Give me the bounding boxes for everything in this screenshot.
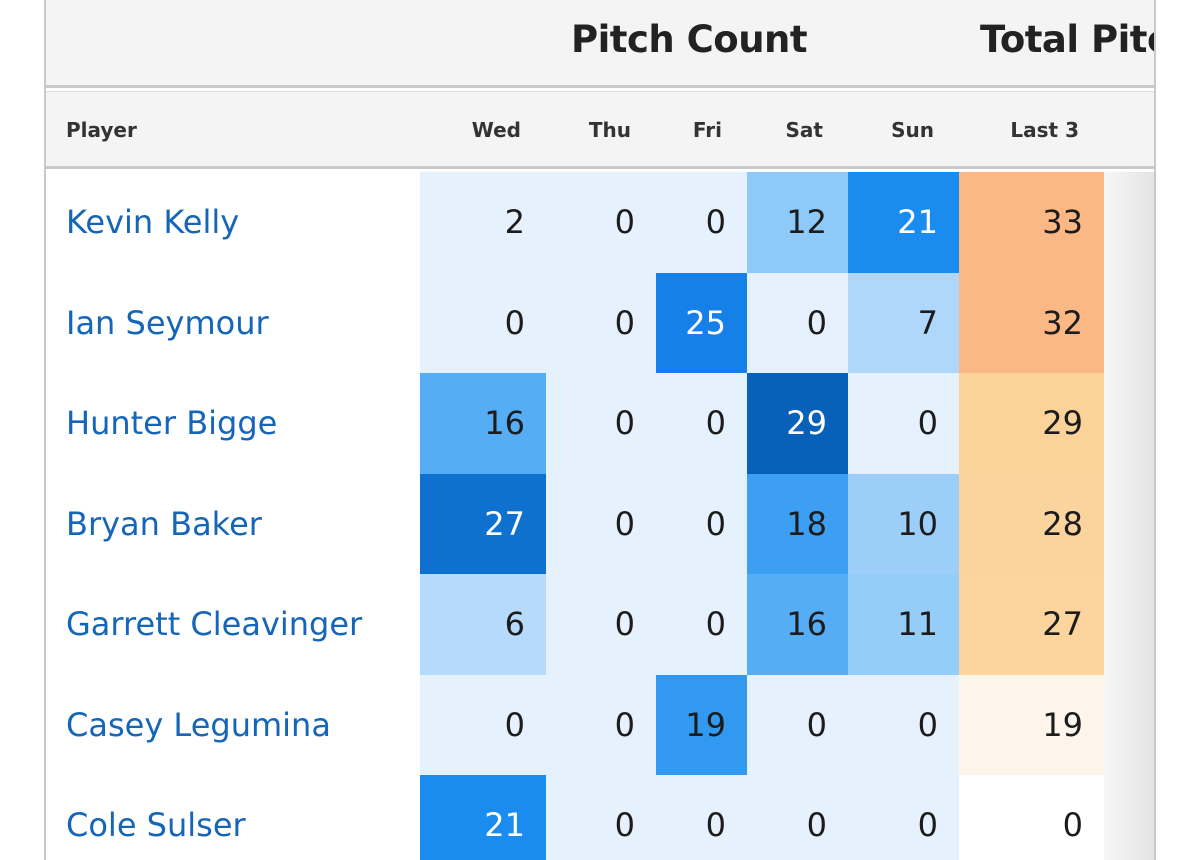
pitch-cell: 2 — [420, 172, 546, 273]
player-link[interactable]: Hunter Bigge — [66, 404, 278, 443]
column-label: Thu — [588, 118, 631, 142]
player-link[interactable]: Garrett Cleavinger — [66, 605, 363, 644]
pitch-cell: 27 — [420, 473, 546, 574]
pitch-cell: 0 — [546, 473, 656, 574]
pitch-cell: 18 — [747, 473, 848, 574]
pitch-cell: 0 — [656, 574, 747, 675]
column-label: Last 3 — [1010, 118, 1079, 142]
pitch-cell: 0 — [848, 775, 959, 860]
pitch-cell: 0 — [546, 775, 656, 860]
pitch-cell: 16 — [420, 373, 546, 474]
player-link[interactable]: Cole Sulser — [66, 806, 246, 845]
column-label: Wed — [471, 118, 521, 142]
pitch-cell: 0 — [656, 473, 747, 574]
total-cell: 19 — [959, 674, 1104, 775]
total-cell: 33 — [959, 172, 1104, 273]
pitch-cell: 19 — [656, 674, 747, 775]
player-link[interactable]: Casey Legumina — [66, 705, 331, 744]
total-cell: 28 — [959, 473, 1104, 574]
pitch-cell: 0 — [546, 272, 656, 373]
total-cell: 27 — [959, 574, 1104, 675]
group-header: Pitch Count Total Pitc — [46, 0, 1154, 88]
pitch-cell: 0 — [420, 272, 546, 373]
pitch-cell: 0 — [546, 373, 656, 474]
pitch-cell: 0 — [656, 172, 747, 273]
pitch-cell: 0 — [656, 373, 747, 474]
pitch-cell: 0 — [546, 574, 656, 675]
pitch-cell: 0 — [546, 674, 656, 775]
total-cell: 32 — [959, 272, 1104, 373]
player-link[interactable]: Kevin Kelly — [66, 203, 240, 242]
column-header: Player Wed Thu Fri Sat Sun Last 3 — [46, 91, 1154, 169]
pitch-cell: 7 — [848, 272, 959, 373]
pitch-cell: 0 — [747, 272, 848, 373]
total-cell: 29 — [959, 373, 1104, 474]
column-label: Player — [66, 118, 137, 142]
column-label: Sun — [891, 118, 934, 142]
column-label: Sat — [785, 118, 823, 142]
pitch-cell: 0 — [747, 775, 848, 860]
pitch-cell: 0 — [848, 373, 959, 474]
pitch-cell: 0 — [848, 674, 959, 775]
pitch-cell: 0 — [546, 172, 656, 273]
player-link[interactable]: Ian Seymour — [66, 303, 269, 342]
pitch-cell: 29 — [747, 373, 848, 474]
pitch-cell: 21 — [420, 775, 546, 860]
pitch-cell: 0 — [420, 674, 546, 775]
pitch-cell: 12 — [747, 172, 848, 273]
table: Pitch Count Total Pitc Player Wed Thu Fri Sa… — [44, 0, 1156, 860]
pitch-cell: 6 — [420, 574, 546, 675]
pitch-cell: 21 — [848, 172, 959, 273]
group-title: Pitch Count — [571, 18, 808, 61]
scroll-shadow — [1104, 172, 1154, 860]
pitch-cell: 10 — [848, 473, 959, 574]
group-title: Total Pitc — [980, 18, 1156, 61]
pitch-cell: 0 — [747, 674, 848, 775]
pitch-cell: 16 — [747, 574, 848, 675]
player-link[interactable]: Bryan Baker — [66, 504, 262, 543]
pitch-cell: 11 — [848, 574, 959, 675]
pitch-cell: 25 — [656, 272, 747, 373]
total-cell: 0 — [959, 775, 1104, 860]
column-label: Fri — [692, 118, 722, 142]
pitch-cell: 0 — [656, 775, 747, 860]
